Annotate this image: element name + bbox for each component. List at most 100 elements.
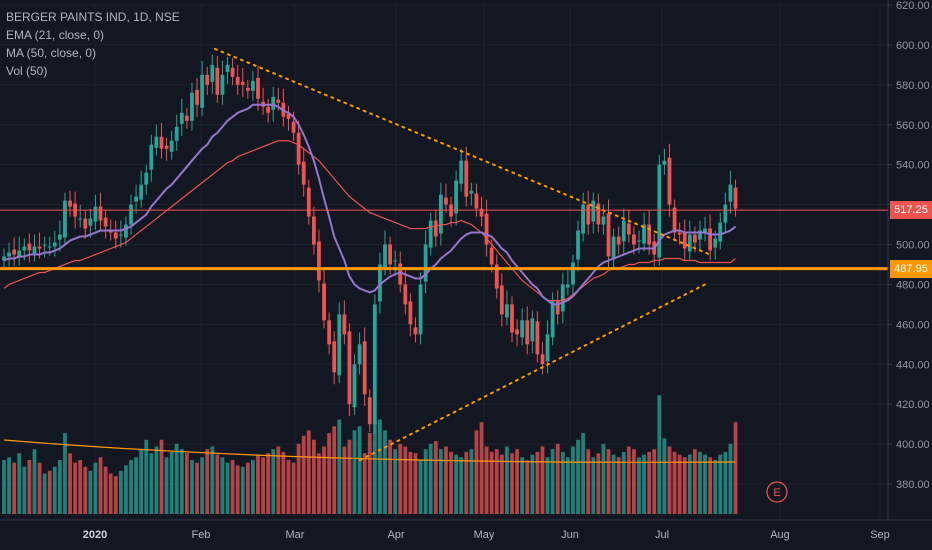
volume-bar: [565, 457, 570, 514]
volume-bar: [37, 462, 42, 514]
volume-bar: [73, 462, 78, 514]
earnings-marker[interactable]: E: [766, 481, 788, 503]
volume-bar: [632, 449, 636, 514]
price-tick-label: 400.00: [896, 439, 930, 451]
price-tick-label: 560.00: [896, 120, 930, 132]
candle-body: [2, 256, 6, 261]
volume-bar: [129, 460, 133, 514]
candle-body: [581, 204, 586, 234]
candle-body: [565, 284, 570, 288]
candle-body: [708, 228, 713, 251]
candle-body: [159, 136, 164, 149]
volume-bar: [347, 439, 352, 514]
symbol-title[interactable]: BERGER PAINTS IND, 1D, NSE: [6, 10, 180, 24]
volume-bar: [134, 457, 138, 514]
candle-body: [418, 284, 423, 335]
volume-bar: [423, 449, 428, 514]
volume-bar: [449, 451, 453, 514]
volume-bar: [184, 453, 189, 514]
volume-indicator-label[interactable]: Vol (50): [6, 64, 48, 78]
volume-bar: [444, 446, 448, 514]
volume-bar: [42, 473, 47, 514]
candle-body: [129, 204, 133, 225]
volume-bar: [433, 441, 438, 514]
volume-bar: [317, 453, 321, 514]
volume-bar: [525, 460, 530, 514]
volume-bar: [57, 460, 62, 514]
price-tick-label: 460.00: [896, 319, 930, 331]
candle-body: [540, 354, 545, 365]
volume-bar: [47, 470, 52, 514]
volume-bar: [322, 446, 326, 514]
volume-bar: [510, 453, 514, 514]
candle-body: [571, 262, 575, 285]
volume-bar: [251, 460, 255, 514]
candle-body: [494, 264, 499, 289]
ema21-line: [3, 103, 737, 306]
candle-body: [22, 246, 27, 251]
candle-body: [718, 222, 723, 242]
volume-bar: [261, 457, 265, 514]
volume-bar: [113, 476, 118, 514]
candle-body: [169, 140, 174, 152]
time-tick-label: Jun: [561, 529, 579, 541]
volume-bar: [286, 460, 291, 514]
candle-body: [484, 213, 489, 245]
volume-ma-line: [3, 439, 736, 463]
volume-bar: [17, 453, 22, 514]
candle-body: [113, 232, 118, 239]
volume-bar: [332, 426, 337, 514]
volume-bar: [271, 449, 276, 514]
time-axis[interactable]: 2020 Feb Mar Apr May Jun Jul Aug Sep: [0, 519, 932, 541]
volume-bar: [499, 454, 504, 514]
volume-bar: [225, 462, 230, 514]
volume-bar: [626, 446, 631, 514]
volume-bar: [124, 465, 128, 514]
candle-body: [184, 115, 189, 121]
candle-body: [357, 344, 362, 365]
volume-bar: [642, 454, 646, 514]
volume-bar: [662, 438, 667, 514]
candle-body: [647, 224, 652, 245]
volume-bar: [7, 457, 11, 514]
candle-body: [164, 145, 169, 149]
volume-bar: [428, 443, 433, 514]
candle-body: [550, 300, 555, 338]
volume-bar: [398, 443, 403, 514]
candle-body: [515, 329, 519, 335]
volume-bar: [469, 449, 474, 514]
volume-bar: [205, 449, 210, 514]
volume-bar: [98, 457, 103, 514]
volume-bar: [418, 460, 423, 514]
candle-body: [47, 246, 52, 248]
candle-body: [286, 113, 291, 119]
candle-body: [144, 172, 149, 185]
volume-bar: [576, 439, 580, 514]
volume-bar: [408, 451, 413, 514]
volume-bar: [479, 422, 484, 514]
candle-body: [342, 314, 347, 335]
candle-body: [383, 244, 387, 268]
volume-bar: [708, 457, 713, 514]
volume-bar: [291, 462, 296, 514]
ma-indicator-label[interactable]: MA (50, close, 0): [6, 46, 97, 60]
candle-body: [682, 231, 687, 249]
candle-body: [698, 230, 702, 240]
volume-bar: [383, 430, 387, 514]
candle-body: [510, 304, 514, 333]
candle-body: [12, 249, 17, 255]
volume-bar: [677, 454, 682, 514]
price-tick-label: 540.00: [896, 160, 930, 172]
volume-bar: [728, 443, 733, 514]
volume-bar: [530, 454, 535, 514]
candle-body: [63, 200, 67, 238]
candle-body: [611, 236, 616, 260]
ema-indicator-label[interactable]: EMA (21, close, 0): [6, 28, 105, 42]
time-tick-label: Feb: [192, 529, 211, 541]
volume-bar: [571, 446, 575, 514]
candle-body: [637, 240, 641, 242]
candle-body: [103, 217, 108, 227]
candle-body: [438, 194, 443, 234]
time-tick-label: Apr: [387, 529, 404, 541]
